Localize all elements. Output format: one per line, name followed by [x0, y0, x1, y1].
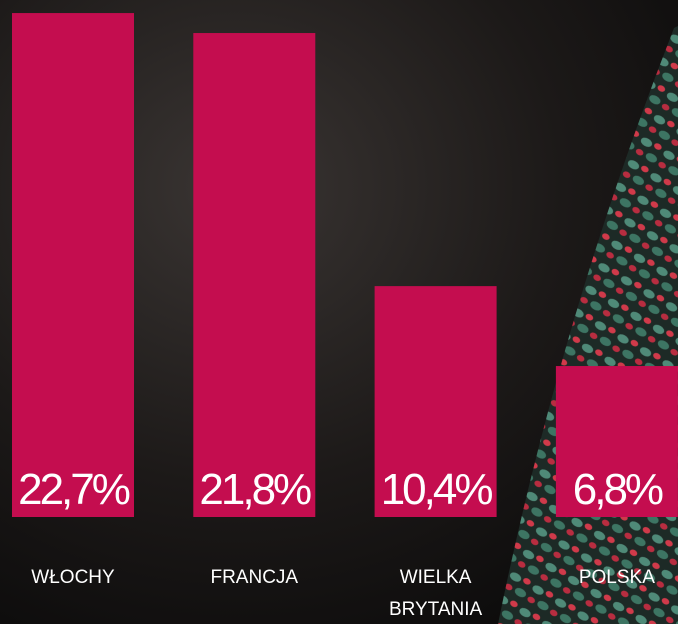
bar: [193, 33, 316, 517]
bar: [12, 13, 134, 518]
category-label: WŁOCHY: [31, 567, 115, 588]
bar: [555, 366, 678, 517]
bar: [374, 286, 497, 517]
category-label: POLSKA: [578, 567, 655, 588]
value-label: 6,8%: [573, 465, 663, 514]
value-label: 10,4%: [381, 465, 493, 514]
category-label: WIELKA BRYTANIA: [388, 567, 483, 620]
value-label: 21,8%: [199, 465, 311, 514]
value-label: 22,7%: [18, 465, 130, 514]
category-label: FRANCJA: [210, 567, 299, 588]
